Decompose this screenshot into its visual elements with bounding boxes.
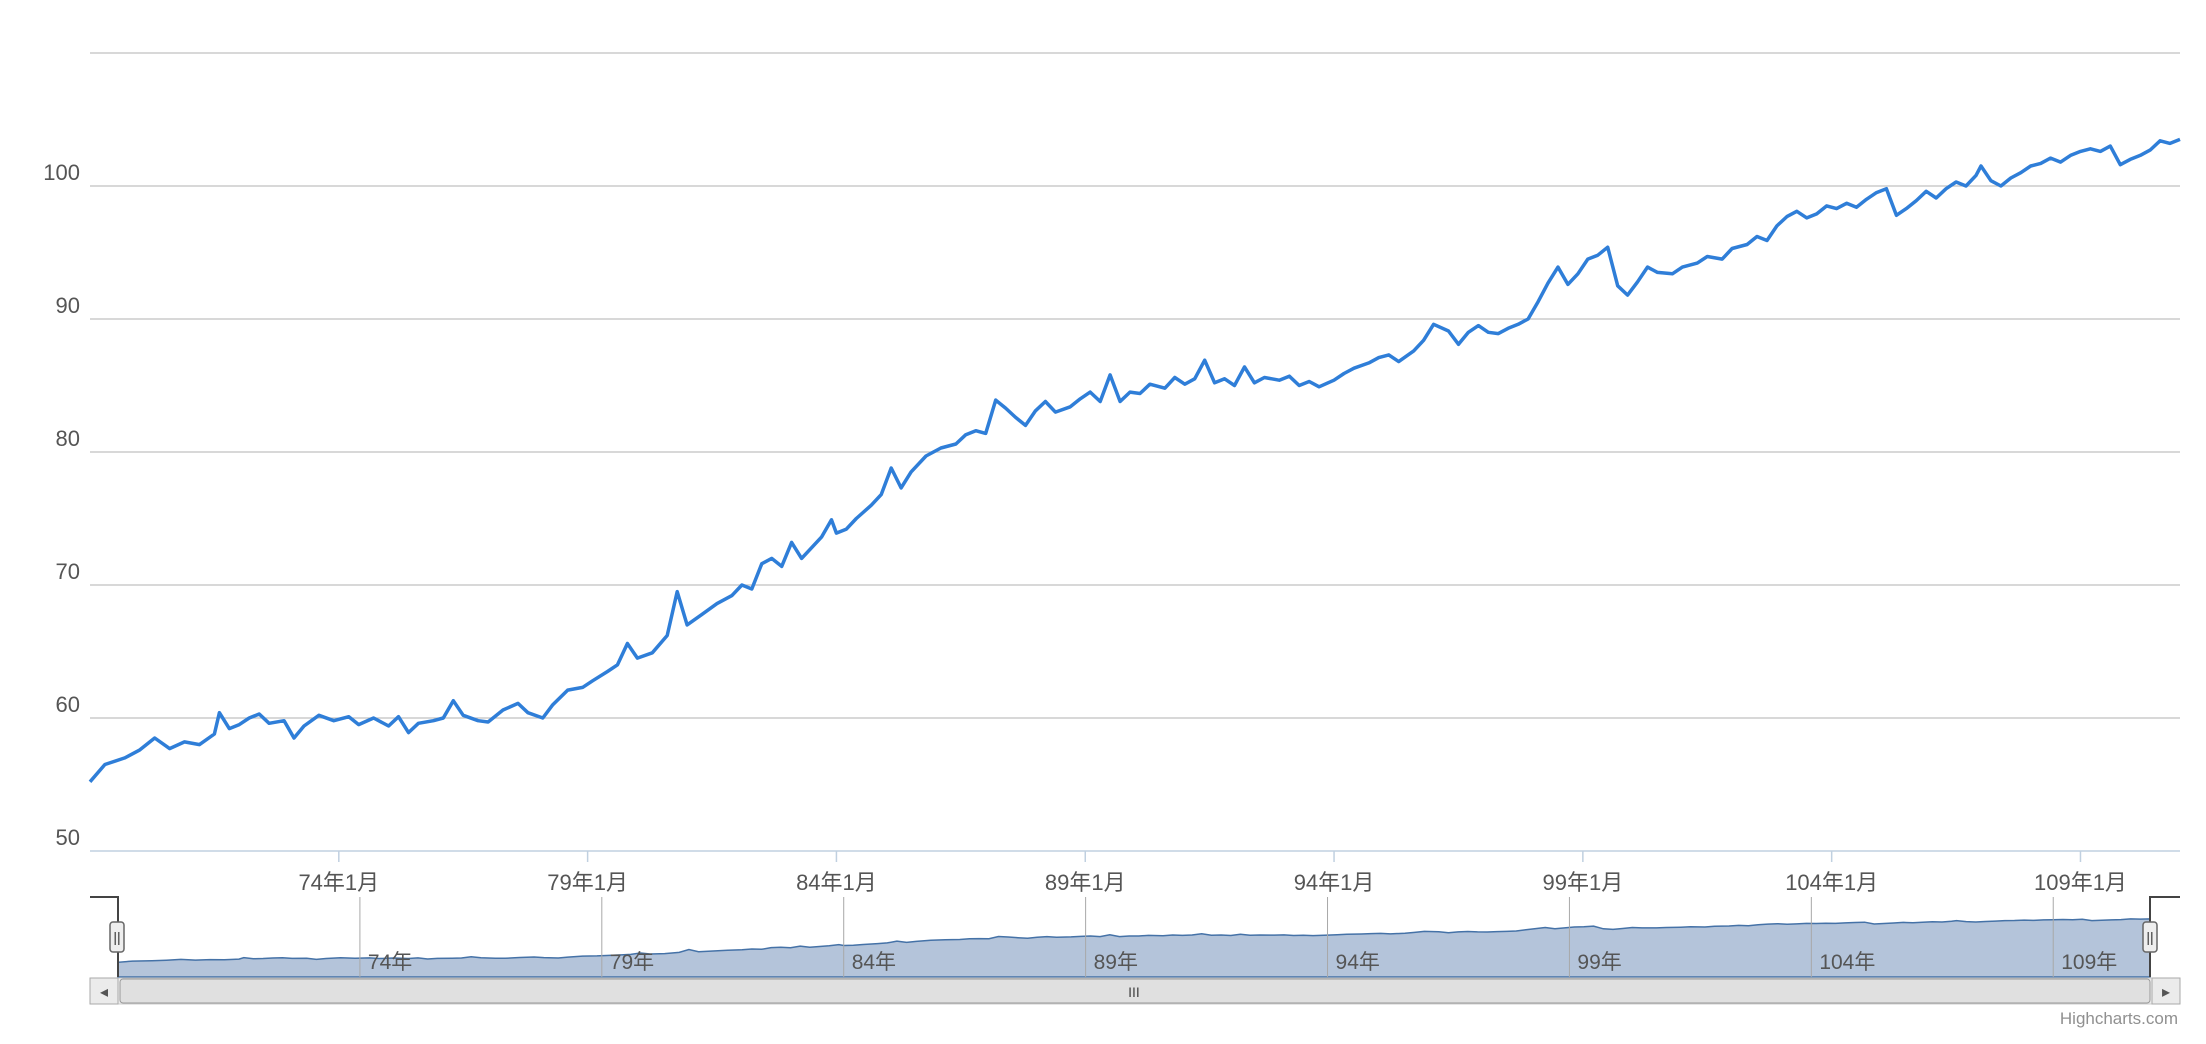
- y-tick-label: 100: [43, 160, 80, 185]
- scrollbar-thumb[interactable]: [119, 978, 2151, 1004]
- scrollbar-grip: III: [1128, 984, 1140, 1000]
- x-tick-label: 84年1月: [796, 870, 877, 895]
- handle-grip-right: ||: [2146, 929, 2153, 945]
- y-axis-labels: 50 60 70 80 90 100: [43, 160, 80, 850]
- navigator-tick-label: 89年: [1094, 951, 1138, 974]
- arrow-right-icon: ▸: [2162, 984, 2170, 1001]
- handle-grip-left: ||: [113, 929, 120, 945]
- x-tick-label: 74年1月: [298, 870, 379, 895]
- scrollbar[interactable]: III ◂ ▸: [89, 977, 2181, 1005]
- navigator-handle-left[interactable]: ||: [109, 921, 125, 953]
- y-tick-label: 80: [56, 426, 80, 451]
- x-tick-label: 109年1月: [2034, 870, 2127, 895]
- y-gridlines: [90, 52, 2180, 719]
- credits-link[interactable]: Highcharts.com: [2060, 1009, 2178, 1028]
- navigator-tick-label: 84年: [852, 951, 896, 974]
- scroll-right-button[interactable]: ▸: [2151, 977, 2181, 1005]
- navigator-tick-label: 74年: [368, 951, 412, 974]
- navigator-tick-label: 99年: [1577, 951, 1621, 974]
- navigator-tick-label: 104年: [1819, 951, 1875, 974]
- arrow-left-icon: ◂: [100, 984, 108, 1001]
- navigator-area: [117, 918, 2151, 978]
- navigator-tick-label: 94年: [1336, 951, 1380, 974]
- scroll-left-button[interactable]: ◂: [89, 977, 119, 1005]
- x-tick-label: 99年1月: [1542, 870, 1623, 895]
- x-tick-label: 104年1月: [1785, 870, 1878, 895]
- y-tick-label: 60: [56, 692, 80, 717]
- navigator[interactable]: 74年 79年 84年 89年 94年 99年 104年 109年 || ||: [90, 896, 2180, 978]
- x-tick-label: 94年1月: [1294, 870, 1375, 895]
- navigator-tick-label: 79年: [610, 951, 654, 974]
- x-tick-label: 89年1月: [1045, 870, 1126, 895]
- x-tick-label: 79年1月: [547, 870, 628, 895]
- y-tick-label: 50: [56, 825, 80, 850]
- x-axis: 74年1月 79年1月 84年1月 89年1月 94年1月 99年1月 104年1月 109年…: [298, 851, 2127, 895]
- y-tick-label: 90: [56, 293, 80, 318]
- series-line[interactable]: [88, 137, 2181, 783]
- navigator-ticks: 74年 79年 84年 89年 94年 99年 104年 109年: [359, 897, 2117, 977]
- navigator-handle-right[interactable]: ||: [2142, 921, 2158, 953]
- y-tick-label: 70: [56, 559, 80, 584]
- navigator-tick-label: 109年: [2061, 951, 2117, 974]
